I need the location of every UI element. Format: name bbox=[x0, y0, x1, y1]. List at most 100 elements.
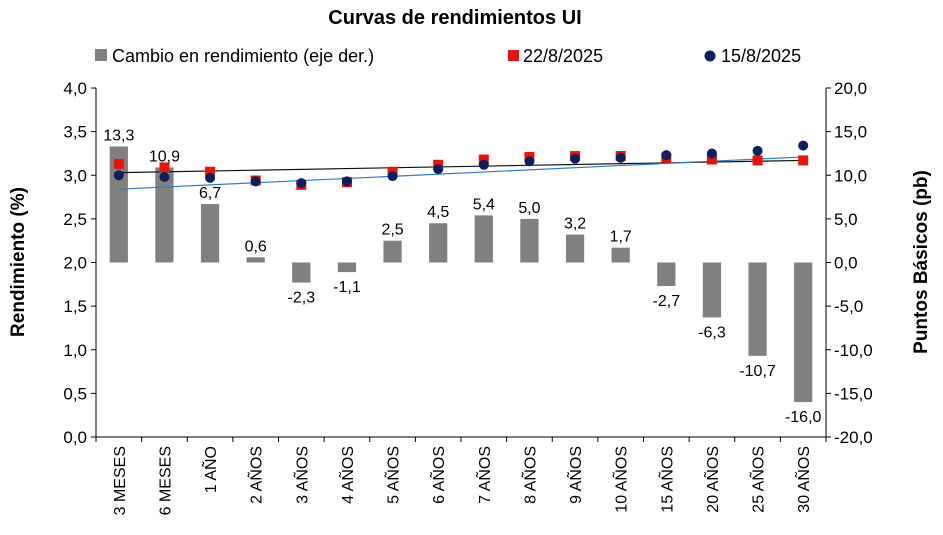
axes: 0,0 0,5 1,0 1,5 2,0 2,5 3,0 3,5 4,0 -20,0 -15,0 -10… bbox=[63, 79, 872, 515]
bar bbox=[702, 262, 722, 318]
bar-data-label: -10,7 bbox=[739, 363, 776, 380]
bar-data-label: 6,7 bbox=[199, 185, 221, 202]
marker-square-22-8 bbox=[205, 166, 216, 177]
y2-tick-label: 5,0 bbox=[834, 210, 858, 229]
category-label: 6 MESES bbox=[157, 446, 174, 515]
y-tick-label: 3,0 bbox=[63, 166, 87, 185]
marker-square-22-8 bbox=[798, 155, 809, 166]
bar bbox=[200, 204, 220, 263]
bar-data-label: 2,5 bbox=[381, 222, 403, 239]
y-tick-label: 1,0 bbox=[63, 341, 87, 360]
bar bbox=[246, 257, 265, 263]
y-tick-label: 1,5 bbox=[63, 297, 87, 316]
y-tick-label: 4,0 bbox=[63, 79, 87, 98]
marker-circle-15-8 bbox=[159, 171, 170, 182]
bar-data-label: 13,3 bbox=[103, 127, 134, 144]
bar bbox=[429, 223, 448, 263]
marker-square-22-8 bbox=[752, 155, 763, 166]
category-label: 20 AÑOS bbox=[702, 446, 722, 513]
y2-tick-label: 0,0 bbox=[834, 254, 858, 273]
bar-data-label: -2,7 bbox=[653, 293, 681, 310]
trendlines bbox=[118, 156, 804, 190]
bar bbox=[565, 234, 585, 263]
data-labels: 13,3 10,9 6,7 0,6 -2,3 -1,1 2,5 4,5 5,4 5,0 3,2 1,7… bbox=[103, 127, 821, 426]
category-label: 3 AÑOS bbox=[291, 446, 311, 504]
bar bbox=[520, 218, 539, 263]
bar-data-label: 0,6 bbox=[245, 238, 267, 255]
marker-square-22-8 bbox=[159, 162, 170, 173]
marker-circle-15-8 bbox=[798, 140, 809, 151]
y2-tick-label: 10,0 bbox=[834, 166, 867, 185]
y-tick-label: 0,5 bbox=[63, 384, 87, 403]
y2-tick-label: -15,0 bbox=[834, 384, 873, 403]
y2-tick-label: 15,0 bbox=[834, 123, 867, 142]
bar-data-label: 4,5 bbox=[427, 204, 449, 221]
marker-circle-15-8 bbox=[250, 176, 261, 187]
category-label: 6 AÑOS bbox=[428, 446, 448, 504]
bar bbox=[292, 262, 311, 283]
category-label: 4 AÑOS bbox=[337, 446, 357, 504]
y-tick-label: 3,5 bbox=[63, 123, 87, 142]
bar bbox=[748, 262, 767, 356]
category-label: 3 MESES bbox=[112, 446, 129, 515]
bar bbox=[657, 262, 676, 287]
marker-square-22-8 bbox=[113, 158, 124, 169]
marker-series bbox=[113, 140, 809, 190]
category-label: 25 AÑOS bbox=[748, 446, 768, 513]
marker-circle-15-8 bbox=[706, 148, 717, 159]
category-label: 30 AÑOS bbox=[793, 446, 813, 513]
y-tick-label: 2,0 bbox=[63, 254, 87, 273]
marker-square-22-8 bbox=[478, 154, 489, 165]
bar-data-label: 3,2 bbox=[564, 216, 586, 233]
bar bbox=[383, 240, 402, 263]
legend: Cambio en rendimiento (eje der.) 22/8/20… bbox=[95, 46, 801, 66]
legend-swatch-22-8 bbox=[508, 50, 519, 61]
legend-label-15-8: 15/8/2025 bbox=[721, 46, 801, 66]
marker-circle-15-8 bbox=[615, 152, 626, 163]
category-label: 10 AÑOS bbox=[611, 446, 631, 513]
bar bbox=[337, 262, 357, 273]
marker-circle-15-8 bbox=[478, 159, 489, 170]
bar-data-label: 10,9 bbox=[149, 148, 180, 165]
bar-data-label: -16,0 bbox=[785, 409, 822, 426]
chart-title: Curvas de rendimientos UI bbox=[328, 7, 581, 29]
marker-circle-15-8 bbox=[752, 145, 763, 156]
bar-data-label: -6,3 bbox=[698, 324, 726, 341]
marker-circle-15-8 bbox=[113, 170, 124, 181]
marker-circle-15-8 bbox=[661, 150, 672, 161]
legend-label-bar: Cambio en rendimiento (eje der.) bbox=[112, 46, 374, 66]
bar-data-label: 5,4 bbox=[473, 196, 495, 213]
bar bbox=[155, 167, 174, 263]
category-label: 5 AÑOS bbox=[383, 446, 403, 504]
y2-tick-label: -5,0 bbox=[834, 297, 863, 316]
category-label: 15 AÑOS bbox=[656, 446, 676, 513]
marker-circle-15-8 bbox=[296, 178, 307, 189]
marker-square-22-8 bbox=[706, 154, 717, 165]
marker-circle-15-8 bbox=[524, 156, 535, 167]
trendline bbox=[118, 156, 804, 190]
marker-circle-15-8 bbox=[205, 172, 216, 183]
legend-label-22-8: 22/8/2025 bbox=[523, 46, 603, 66]
y2-axis-title: Puntos Básicos (pb) bbox=[911, 170, 932, 354]
marker-circle-15-8 bbox=[341, 176, 352, 187]
category-label: 9 AÑOS bbox=[565, 446, 585, 504]
marker-circle-15-8 bbox=[570, 153, 581, 164]
y-axis-title: Rendimiento (%) bbox=[8, 187, 29, 337]
y-tick-label: 0,0 bbox=[63, 428, 87, 447]
bar bbox=[794, 262, 813, 403]
category-label: 7 AÑOS bbox=[474, 446, 494, 504]
y2-tick-label: 20,0 bbox=[834, 79, 867, 98]
y-tick-label: 2,5 bbox=[63, 210, 87, 229]
bar-data-label: 5,0 bbox=[518, 200, 540, 217]
bar-data-label: -1,1 bbox=[333, 279, 361, 296]
marker-circle-15-8 bbox=[433, 164, 444, 175]
category-label: 1 AÑO bbox=[200, 446, 220, 493]
bar bbox=[611, 247, 630, 263]
y2-tick-label: -10,0 bbox=[834, 341, 873, 360]
category-label: 2 AÑOS bbox=[246, 446, 266, 504]
category-label: 8 AÑOS bbox=[519, 446, 539, 504]
legend-swatch-bar bbox=[95, 49, 107, 61]
marker-circle-15-8 bbox=[387, 171, 398, 182]
bar-data-label: -2,3 bbox=[288, 290, 316, 307]
